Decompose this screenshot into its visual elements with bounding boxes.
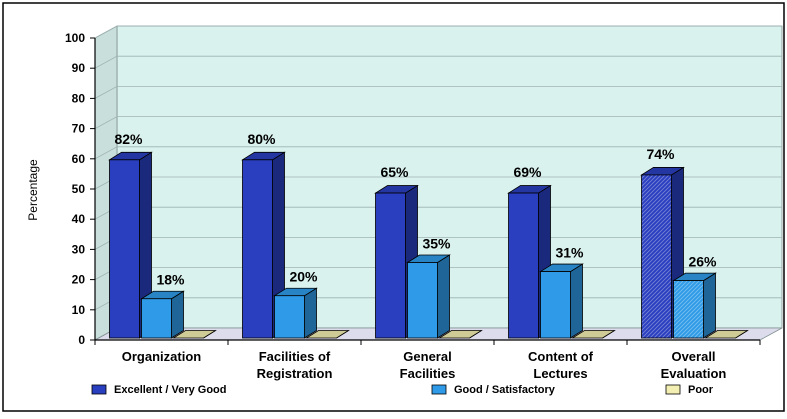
axes: 0 10 20 30 40 50 60 70 80 90 100 xyxy=(65,31,761,347)
y-tick-label: 20 xyxy=(72,273,86,287)
data-label: 20% xyxy=(289,269,318,285)
y-tick-label: 70 xyxy=(72,122,86,136)
legend: Excellent / Very Good Good / Satisfactory… xyxy=(91,384,714,396)
legend-swatch xyxy=(431,384,447,395)
bar-front xyxy=(242,159,273,339)
bar-front xyxy=(274,295,305,339)
bar-top xyxy=(438,330,483,339)
gridline xyxy=(94,146,782,160)
bar-good xyxy=(273,287,318,339)
bar-poor xyxy=(704,330,749,339)
bar-front xyxy=(508,192,539,339)
category-label: Evaluation xyxy=(661,366,727,381)
legend-label: Excellent / Very Good xyxy=(114,384,227,396)
bar-side xyxy=(703,272,716,339)
gridline xyxy=(94,25,782,39)
bar-front xyxy=(407,262,438,339)
bar-good xyxy=(140,290,185,339)
gridline xyxy=(94,116,782,129)
category-label: Registration xyxy=(257,366,333,381)
y-tick-label: 40 xyxy=(72,212,86,226)
legend-label: Poor xyxy=(688,384,714,396)
data-label: 18% xyxy=(156,272,185,288)
bar-side xyxy=(570,263,583,339)
data-label: 69% xyxy=(513,164,542,180)
bar-poor xyxy=(438,330,483,339)
data-labels: 82% 18% 80% 20% 65% 35% 69% 31% 74% 26% xyxy=(114,131,717,288)
bar-top xyxy=(305,330,350,339)
data-label: 35% xyxy=(422,236,451,252)
legend-swatch xyxy=(665,384,681,395)
bar-top xyxy=(704,330,749,339)
y-tick-label: 10 xyxy=(72,303,86,317)
y-tick-label: 90 xyxy=(72,61,86,75)
bar-poor xyxy=(172,330,217,339)
data-label: 31% xyxy=(555,245,584,261)
y-tick-label: 100 xyxy=(65,31,85,45)
data-label: 26% xyxy=(688,254,717,270)
bar-side xyxy=(171,290,184,339)
category-label: Overall xyxy=(671,349,715,364)
legend-label: Good / Satisfactory xyxy=(454,384,556,396)
y-axis-title: Percentage xyxy=(26,159,40,221)
category-label: Content of xyxy=(528,349,594,364)
bar-front xyxy=(141,298,172,339)
bar-excellent xyxy=(108,151,153,339)
category-label: Organization xyxy=(122,349,202,364)
category-label: General xyxy=(403,349,451,364)
category-labels: Organization Facilities of Registration Gen… xyxy=(122,349,727,381)
gridline xyxy=(94,86,782,99)
bar-good xyxy=(539,263,584,339)
category-label: Facilities xyxy=(400,366,456,381)
y-tick-label: 60 xyxy=(72,152,86,166)
data-label: 80% xyxy=(247,131,276,147)
data-label: 65% xyxy=(380,164,409,180)
y-tick-label: 80 xyxy=(72,91,86,105)
bar-front xyxy=(641,174,672,339)
bar-front xyxy=(109,159,140,339)
bar-front xyxy=(375,192,406,339)
bars xyxy=(108,151,749,339)
bar-top xyxy=(571,330,616,339)
bar-side xyxy=(437,254,450,339)
category-label: Lectures xyxy=(533,366,587,381)
bar-good xyxy=(672,272,717,339)
bar-poor xyxy=(571,330,616,339)
bar-top xyxy=(172,330,217,339)
bar-good xyxy=(406,254,451,339)
data-label: 82% xyxy=(114,131,143,147)
category-label: Facilities of xyxy=(259,349,331,364)
gridline xyxy=(94,55,782,69)
legend-swatch xyxy=(91,384,107,395)
bar-front xyxy=(540,271,571,339)
bar-poor xyxy=(305,330,350,339)
y-tick-label: 50 xyxy=(72,182,86,196)
y-tick-label: 30 xyxy=(72,242,86,256)
bar-side xyxy=(304,287,317,339)
y-tick-label: 0 xyxy=(78,333,85,347)
bar-front xyxy=(673,280,704,339)
data-label: 74% xyxy=(646,146,675,162)
